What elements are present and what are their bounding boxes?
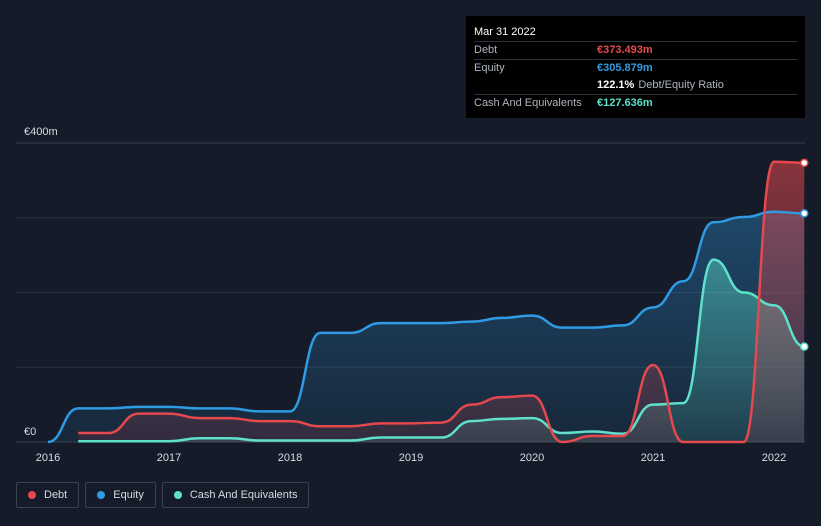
end-marker-equity bbox=[800, 209, 809, 218]
legend-label: Debt bbox=[44, 489, 68, 501]
line-equity bbox=[47, 210, 805, 444]
tooltip-date: Mar 31 2022 bbox=[474, 26, 536, 38]
tooltip-value: 122.1% bbox=[597, 79, 635, 91]
tooltip-row-debt: Debt €373.493m bbox=[474, 41, 797, 59]
x-tick-label: 2016 bbox=[36, 452, 60, 464]
legend-item-equity[interactable]: Equity bbox=[85, 482, 156, 508]
legend-dot-icon bbox=[28, 491, 36, 499]
end-marker-debt bbox=[800, 158, 809, 168]
tooltip-label: Cash And Equivalents bbox=[474, 97, 582, 109]
area-equity bbox=[48, 211, 805, 442]
x-tick-label: 2022 bbox=[762, 452, 786, 464]
line-debt bbox=[78, 160, 805, 444]
legend-item-debt[interactable]: Debt bbox=[16, 482, 80, 508]
tooltip-row-ratio: 122.1% Debt/Equity Ratio bbox=[474, 77, 797, 94]
y-tick-label-top: €400m bbox=[24, 126, 58, 138]
x-tick-label: 2018 bbox=[278, 452, 302, 464]
legend-label: Cash And Equivalents bbox=[189, 489, 298, 501]
x-tick-label: 2020 bbox=[520, 452, 544, 464]
legend-item-cash[interactable]: Cash And Equivalents bbox=[161, 482, 310, 508]
series-areas bbox=[48, 161, 805, 442]
tooltip-row-cash: Cash And Equivalents €127.636m bbox=[474, 94, 797, 112]
legend: Debt Equity Cash And Equivalents bbox=[16, 482, 310, 508]
tooltip-label: Equity bbox=[474, 62, 505, 74]
tooltip-panel: Mar 31 2022 Debt €373.493m Equity €305.8… bbox=[466, 16, 805, 118]
series-lines bbox=[47, 160, 805, 444]
legend-dot-icon bbox=[97, 491, 106, 499]
tooltip-label: Debt bbox=[474, 44, 498, 56]
tooltip-value: €373.493m bbox=[597, 44, 653, 56]
end-marker-cash-and-equivalents bbox=[800, 342, 809, 351]
x-tick-label: 2019 bbox=[399, 452, 423, 464]
tooltip-ratio-label: Debt/Equity Ratio bbox=[638, 79, 724, 91]
x-tick-label: 2021 bbox=[641, 452, 665, 464]
line-cash-and-equivalents bbox=[78, 258, 805, 443]
legend-dot-icon bbox=[173, 491, 182, 499]
axis-labels: €400m €0 2016 2017 2018 2019 2020 2021 2022 bbox=[24, 126, 786, 464]
tooltip-value: €127.636m bbox=[597, 97, 653, 109]
x-tick-label: 2017 bbox=[157, 452, 181, 464]
series-end-markers bbox=[800, 158, 809, 351]
tooltip-label bbox=[474, 77, 597, 94]
tooltip-row-equity: Equity €305.879m bbox=[474, 59, 797, 77]
tooltip-value: €305.879m bbox=[597, 62, 653, 74]
legend-label: Equity bbox=[113, 489, 144, 501]
area-cash-and-equivalents bbox=[78, 259, 805, 442]
y-tick-label-bottom: €0 bbox=[24, 426, 36, 438]
